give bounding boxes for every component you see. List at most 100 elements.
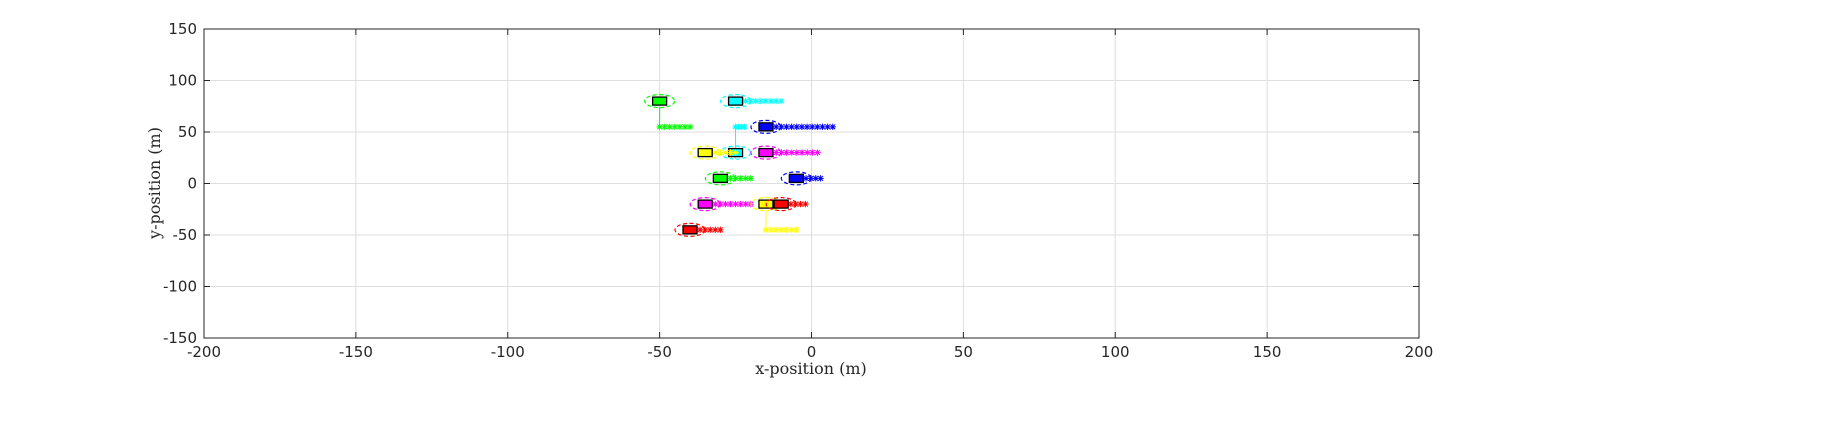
uncertainty-ellipse <box>780 171 812 186</box>
trajectory-point <box>812 175 819 182</box>
trajectory-point <box>767 226 775 234</box>
trajectory-point <box>778 123 785 131</box>
x-tick-label: -150 <box>339 343 373 361</box>
y-tick-label: -150 <box>163 329 197 347</box>
trajectory-point <box>772 97 780 105</box>
y-tick-label: 150 <box>168 20 197 38</box>
trajectory-point <box>788 226 795 234</box>
trajectory-point <box>773 149 780 156</box>
trajectory-point <box>681 123 689 131</box>
trajectory-point <box>809 123 816 131</box>
trajectory-point <box>661 123 668 131</box>
trajectory-point <box>819 123 826 131</box>
trajectory-point <box>809 149 816 156</box>
trajectory-point <box>732 149 739 156</box>
trajectory-point <box>666 123 673 131</box>
trajectory-point <box>727 175 734 182</box>
trajectory-point <box>732 175 739 182</box>
vehicle-box <box>697 147 713 158</box>
trajectory-point <box>802 175 810 182</box>
y-tick-label: 0 <box>187 175 197 193</box>
trajectory-point <box>717 226 724 234</box>
trajectory-point <box>817 175 824 182</box>
trajectory-point <box>804 149 811 156</box>
trajectory-point <box>696 226 704 234</box>
uncertainty-ellipse <box>704 171 736 186</box>
trajectory-point <box>762 97 770 105</box>
vehicle-group <box>674 222 724 237</box>
trajectory-point <box>712 149 719 156</box>
trajectory-point <box>782 226 790 234</box>
trajectory-point <box>829 123 836 131</box>
trajectory-point <box>656 123 663 131</box>
trajectory-point <box>747 175 754 182</box>
y-axis-label: y-position (m) <box>145 127 164 240</box>
trajectory-point <box>676 123 684 131</box>
trajectory-point <box>788 149 795 156</box>
trajectory-point <box>712 200 719 208</box>
x-tick-label: 150 <box>1253 343 1282 361</box>
trajectory-point <box>742 97 749 105</box>
trajectory-point <box>797 200 804 208</box>
x-tick-label: -200 <box>187 343 221 361</box>
trajectory-point <box>793 226 800 234</box>
vehicle-group <box>765 197 809 212</box>
trajectory-point <box>783 123 790 131</box>
trajectory-point <box>777 97 785 105</box>
x-axis-label: x-position (m) <box>755 359 867 378</box>
trajectory-point <box>757 97 765 105</box>
vehicle-group <box>750 119 836 134</box>
trajectory-point <box>707 226 714 234</box>
vehicle-group <box>719 93 785 109</box>
trajectory-point <box>722 149 729 156</box>
trajectory-point <box>727 200 734 208</box>
vehicle-box <box>758 122 774 132</box>
trajectory-point <box>671 123 679 131</box>
vehicle-box <box>651 96 668 106</box>
trajectory-point <box>772 226 780 234</box>
trajectory-point <box>722 200 729 208</box>
trajectory-point <box>814 123 821 131</box>
x-tick-label: 0 <box>807 343 817 361</box>
x-tick-label: 100 <box>1101 343 1130 361</box>
trajectory-point <box>742 175 749 182</box>
y-tick-label: 100 <box>168 72 197 90</box>
trajectory-point <box>773 123 780 131</box>
trajectory-point <box>742 200 749 208</box>
vehicle-group <box>750 145 821 160</box>
trajectory-point <box>686 123 694 131</box>
trajectory-point <box>741 123 748 131</box>
vehicle-box <box>682 225 698 235</box>
trajectory-point <box>727 149 734 156</box>
x-tick-labels: -200 -150 -100 -50 0 50 100 150 200 <box>187 343 1433 361</box>
trajectory-point <box>737 200 744 208</box>
trajectory-point <box>814 149 821 156</box>
trajectory-point <box>783 149 790 156</box>
tick-marks <box>203 28 1420 339</box>
trajectory-point <box>712 226 719 234</box>
trajectory-point <box>787 200 795 208</box>
trajectory-point <box>762 226 770 234</box>
trajectory-point <box>803 123 811 131</box>
trajectory-point <box>737 175 744 182</box>
vehicle-marks <box>644 93 836 237</box>
trajectory-point <box>802 200 809 208</box>
uncertainty-ellipse <box>689 197 721 212</box>
uncertainty-ellipse <box>644 93 676 109</box>
y-tick-label: -50 <box>173 226 198 244</box>
vehicle-group <box>704 171 754 186</box>
trajectory-point <box>824 123 831 131</box>
uncertainty-ellipse <box>765 197 797 212</box>
vehicle-box <box>758 147 774 158</box>
trajectory-point <box>777 226 785 234</box>
y-tick-label: 50 <box>178 123 197 141</box>
trajectory-point <box>798 123 806 131</box>
uncertainty-ellipse <box>689 145 721 160</box>
trajectory-point <box>752 97 760 105</box>
trajectory-point <box>793 149 801 156</box>
vehicle-box <box>773 199 789 209</box>
vehicle-group <box>689 145 739 160</box>
trajectory-point <box>732 200 739 208</box>
uncertainty-ellipse <box>750 145 782 160</box>
